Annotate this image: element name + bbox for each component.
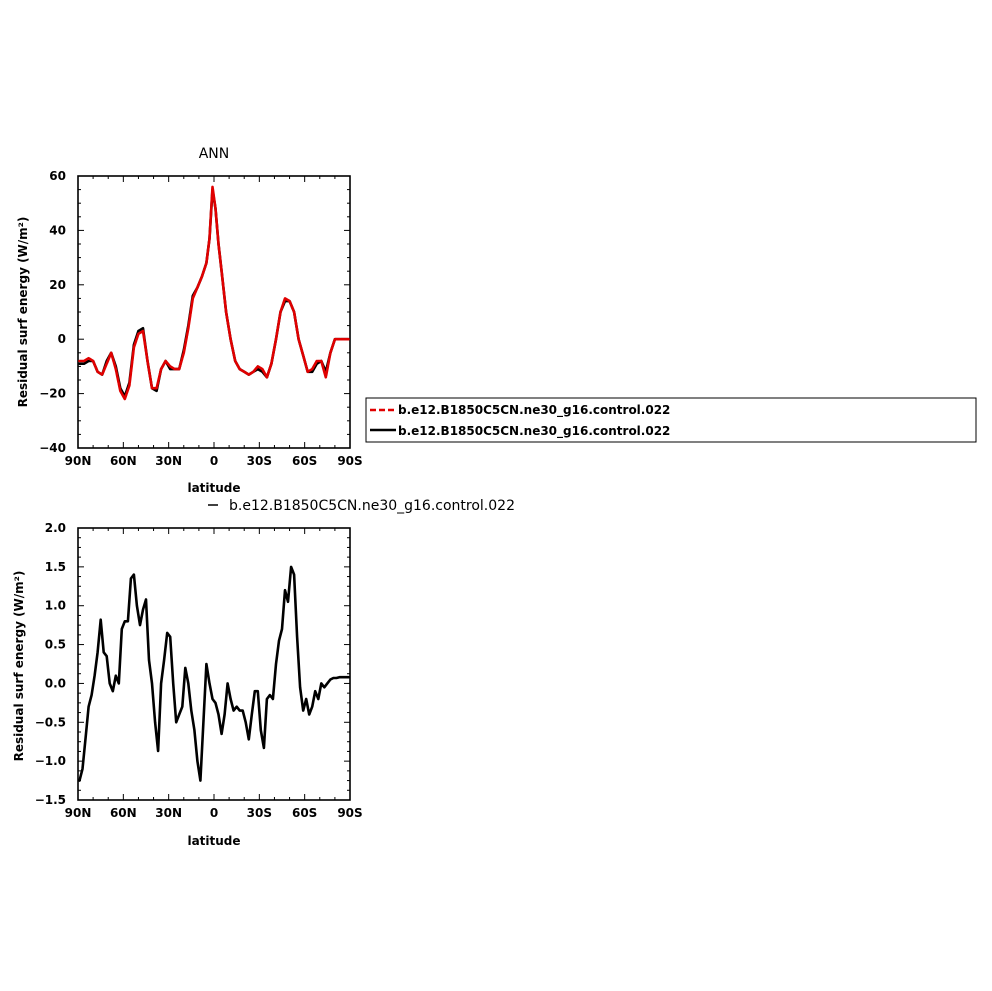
y-tick-label: 0.0 <box>45 676 66 690</box>
panel-bottom: b.e12.B1850C5CN.ne30_g16.control.022 90N… <box>12 498 515 848</box>
y-tick-label: 60 <box>49 169 66 183</box>
y-tick-label: −1.5 <box>35 793 66 807</box>
chart-title: ANN <box>199 146 230 162</box>
plot-frame <box>77 175 351 449</box>
panel-top: ANN 90N 60N 30N 0 30S 60S 90S −40 −20 0 20 40 60 lat… <box>16 146 977 495</box>
y-tick-label: −0.5 <box>35 715 66 729</box>
series-line-0 <box>78 188 350 398</box>
x-tick-label: 0 <box>210 454 218 468</box>
x-tick-label: 30N <box>155 806 182 820</box>
y-tick-label: 0.5 <box>45 638 66 652</box>
x-tick-label: 60N <box>110 806 137 820</box>
y-axis-label: Residual surf energy (W/m²) <box>12 571 26 762</box>
y-tick-label: 2.0 <box>45 521 66 535</box>
legend-entry: b.e12.B1850C5CN.ne30_g16.control.022 <box>398 424 670 439</box>
x-axis-label: latitude <box>187 834 240 848</box>
x-tick-label: 60N <box>110 454 137 468</box>
plot-area-top: 90N 60N 30N 0 30S 60S 90S −40 −20 0 20 40 60 <box>39 169 362 468</box>
plot-area-bottom: 90N 60N 30N 0 30S 60S 90S −1.5 −1.0 −0.5 0.0 0.5 1.0… <box>35 521 363 820</box>
y-axis-label: Residual surf energy (W/m²) <box>16 217 30 408</box>
y-tick-label: 1.5 <box>45 560 66 574</box>
y-tick-label: 1.0 <box>45 599 66 613</box>
legend-top: b.e12.B1850C5CN.ne30_g16.control.022 b.e… <box>365 397 977 443</box>
x-tick-label: 90N <box>65 806 92 820</box>
y-tick-label: −40 <box>39 441 66 455</box>
x-tick-label: 60S <box>292 806 317 820</box>
y-tick-label: 0 <box>58 332 66 346</box>
x-tick-label: 30S <box>247 806 272 820</box>
x-tick-label: 0 <box>210 806 218 820</box>
x-tick-label: 90S <box>337 806 362 820</box>
legend-entry: b.e12.B1850C5CN.ne30_g16.control.022 <box>229 498 515 514</box>
x-tick-label: 90N <box>65 454 92 468</box>
x-tick-label: 30S <box>247 454 272 468</box>
series-line-0 <box>78 565 350 782</box>
x-tick-label: 30N <box>155 454 182 468</box>
series-line-1 <box>78 185 350 401</box>
y-tick-label: −1.0 <box>35 754 66 768</box>
legend-box <box>365 397 977 443</box>
y-tick-label: 20 <box>49 278 66 292</box>
y-tick-label: −20 <box>39 387 66 401</box>
x-axis-label: latitude <box>187 481 240 495</box>
y-tick-label: 40 <box>49 223 66 237</box>
x-tick-label: 90S <box>337 454 362 468</box>
x-tick-label: 60S <box>292 454 317 468</box>
legend-entry: b.e12.B1850C5CN.ne30_g16.control.022 <box>398 403 670 418</box>
